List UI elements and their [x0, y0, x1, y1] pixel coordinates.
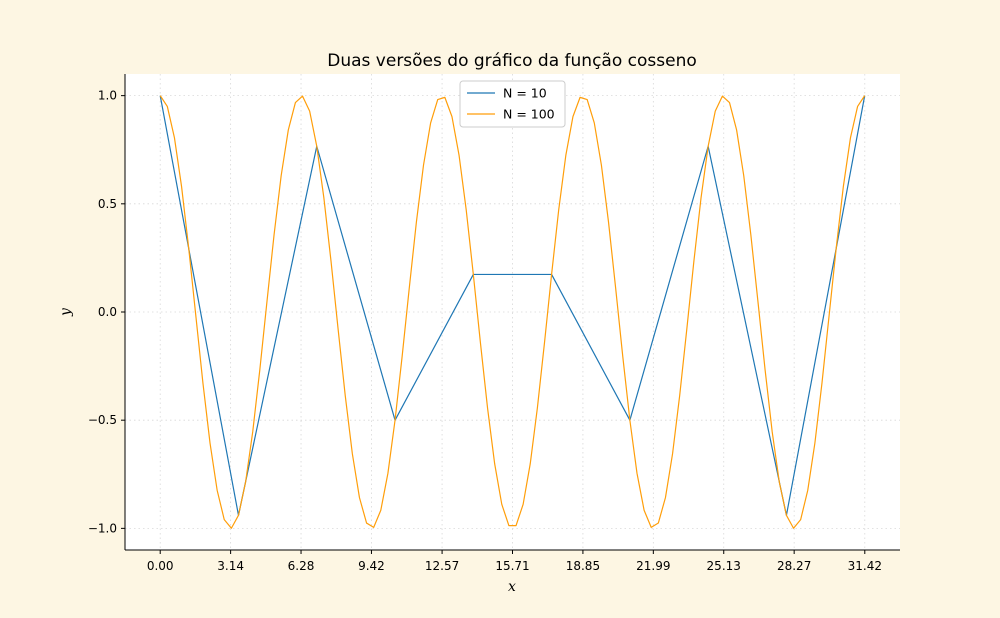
series-line-n100: [159, 95, 866, 529]
y-tick-label: 0.5: [98, 197, 117, 211]
x-tick-label: 21.99: [636, 559, 670, 573]
x-tick-label: 28.27: [777, 559, 811, 573]
x-tick-label: 15.71: [495, 559, 529, 573]
x-tick-label: 0.00: [147, 559, 174, 573]
y-tick-label: −1.0: [88, 521, 117, 535]
legend-entry: N = 100: [503, 107, 555, 122]
y-ticks: −1.0 −0.5 0.0 0.5 1.0: [88, 89, 125, 535]
series-lines: [159, 95, 866, 529]
x-tick-label: 3.14: [217, 559, 244, 573]
chart-title: Duas versões do gráfico da função cossen…: [327, 51, 697, 71]
x-tick-label: 6.28: [288, 559, 315, 573]
x-tick-label: 18.85: [566, 559, 600, 573]
x-tick-label: 9.42: [358, 559, 385, 573]
y-tick-label: 1.0: [98, 89, 117, 103]
y-axis-label: y: [58, 307, 74, 317]
x-axis-label: x: [508, 579, 516, 595]
x-ticks: 0.00 3.14 6.28 9.42 12.57 15.71 18.85 21.99 25.1…: [147, 550, 882, 573]
legend: N = 10 N = 100: [459, 80, 566, 128]
x-tick-label: 31.42: [848, 559, 882, 573]
x-tick-label: 25.13: [707, 559, 741, 573]
y-tick-label: 0.0: [98, 305, 117, 319]
x-tick-label: 12.57: [425, 559, 459, 573]
legend-entry: N = 10: [503, 86, 547, 101]
y-tick-label: −0.5: [88, 413, 117, 427]
series-line-n10: [159, 95, 866, 516]
